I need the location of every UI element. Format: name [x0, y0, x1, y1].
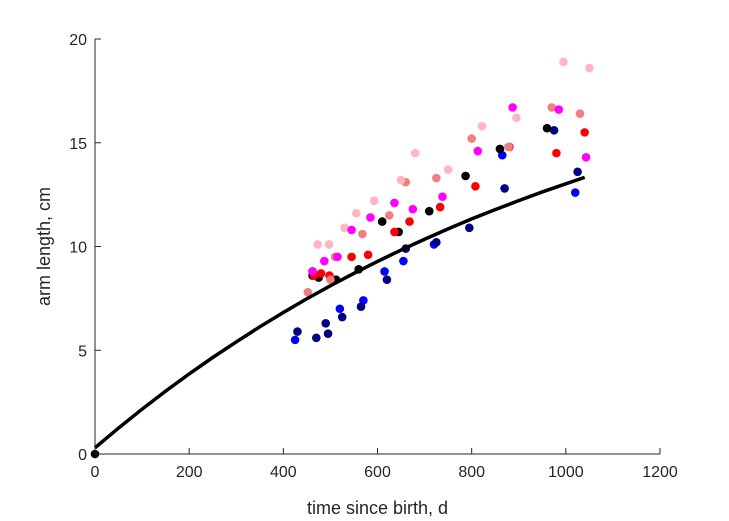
- data-point: [321, 318, 331, 328]
- y-tick-label: 5: [78, 343, 87, 360]
- data-point: [399, 256, 408, 266]
- data-point: [293, 327, 302, 336]
- data-point: [580, 128, 589, 137]
- x-tick-label: 200: [176, 464, 203, 481]
- axes: 0 200 400 600 800 1000 1200 0 5 10 15 20: [69, 32, 678, 481]
- data-point: [313, 240, 323, 249]
- data-point: [396, 175, 406, 185]
- x-ticks: 0 200 400 600 800 1000 1200: [91, 448, 678, 481]
- data-point: [435, 202, 445, 212]
- x-tick-label: 600: [364, 464, 391, 481]
- data-point: [390, 227, 399, 237]
- data-point: [324, 240, 334, 249]
- y-ticks: 0 5 10 15 20: [69, 32, 101, 464]
- x-tick-label: 0: [91, 464, 100, 481]
- data-point: [363, 250, 373, 260]
- data-point: [308, 267, 317, 276]
- data-point: [508, 103, 517, 112]
- data-point: [390, 198, 399, 208]
- data-point: [504, 142, 513, 152]
- data-point: [380, 267, 389, 276]
- data-point: [326, 275, 335, 285]
- data-point: [443, 165, 453, 175]
- data-point: [377, 217, 387, 226]
- data-point: [467, 134, 476, 143]
- data-point: [547, 103, 557, 112]
- data-point: [323, 329, 333, 338]
- data-point: [382, 275, 392, 285]
- data-point: [356, 302, 366, 311]
- data-point: [340, 223, 349, 233]
- data-point: [554, 105, 564, 114]
- x-axis-label: time since birth, d: [307, 498, 448, 518]
- data-point: [311, 333, 321, 343]
- data-point: [473, 146, 483, 156]
- data-point: [461, 171, 470, 181]
- data-point: [424, 206, 434, 216]
- data-point: [512, 113, 521, 123]
- data-point: [410, 148, 420, 158]
- data-point: [347, 225, 356, 235]
- y-tick-label: 10: [69, 240, 87, 257]
- data-point: [549, 126, 559, 135]
- data-point: [316, 269, 326, 278]
- fit-curve: [93, 175, 586, 450]
- data-points: [90, 57, 594, 459]
- x-tick-label: 400: [270, 464, 297, 481]
- data-point: [358, 229, 367, 239]
- data-point: [573, 167, 582, 177]
- data-point: [438, 192, 447, 201]
- y-tick-label: 20: [69, 32, 87, 49]
- data-point: [333, 252, 342, 262]
- x-tick-label: 1200: [642, 464, 678, 481]
- data-point: [495, 144, 505, 154]
- data-point: [303, 287, 313, 297]
- y-axis-label: arm length, cm: [34, 187, 54, 306]
- data-point: [352, 209, 361, 218]
- data-point: [585, 63, 594, 73]
- data-point: [559, 57, 568, 67]
- data-point: [290, 335, 300, 345]
- data-point: [432, 238, 441, 247]
- data-point: [465, 223, 474, 233]
- data-point: [366, 213, 375, 222]
- x-tick-label: 1000: [548, 464, 584, 481]
- data-point: [570, 188, 580, 197]
- data-point: [405, 217, 414, 226]
- data-point: [384, 211, 394, 220]
- data-point: [552, 148, 561, 158]
- data-point: [369, 196, 379, 206]
- data-point: [408, 204, 418, 214]
- data-point: [542, 123, 552, 133]
- data-point: [471, 182, 480, 191]
- data-point: [500, 184, 509, 193]
- y-tick-label: 0: [78, 447, 87, 464]
- data-point: [477, 121, 487, 131]
- data-point: [575, 109, 585, 118]
- data-point: [319, 256, 329, 266]
- data-point: [337, 312, 347, 322]
- data-point: [581, 152, 591, 162]
- data-point: [432, 173, 441, 183]
- data-point: [347, 252, 356, 262]
- data-point: [335, 304, 345, 314]
- x-tick-label: 800: [458, 464, 485, 481]
- y-tick-label: 15: [69, 136, 87, 153]
